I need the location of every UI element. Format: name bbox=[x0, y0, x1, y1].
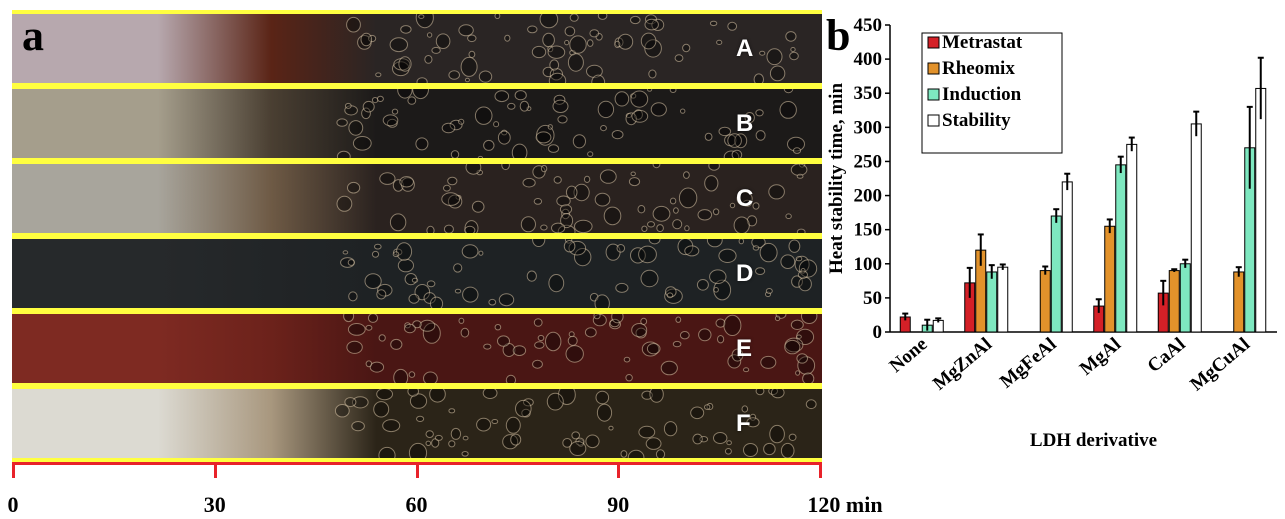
photo-strip: D bbox=[12, 239, 822, 308]
y-tick-label: 50 bbox=[863, 288, 882, 309]
heat-stability-chart: 0 50 100 150 200 250 300 350 400 450 Heat stabilit… bbox=[822, 0, 1285, 519]
y-tick-label: 450 bbox=[854, 15, 883, 36]
bar bbox=[1234, 272, 1244, 332]
bar bbox=[1180, 264, 1190, 332]
bar bbox=[1062, 182, 1072, 332]
time-tick-label: 60 bbox=[406, 492, 428, 518]
strip-stack: A B C D E F bbox=[12, 10, 822, 462]
bar bbox=[1105, 226, 1115, 332]
y-tick-label: 150 bbox=[854, 220, 883, 241]
x-tick-label: MgAl bbox=[1076, 334, 1125, 380]
strip-label: D bbox=[736, 260, 753, 288]
bubble-texture bbox=[12, 389, 822, 458]
panel-b-letter: b bbox=[826, 14, 850, 58]
time-tick-label: 90 bbox=[607, 492, 629, 518]
y-tick-label: 250 bbox=[854, 151, 883, 172]
bar bbox=[987, 272, 997, 332]
legend-label: Metrastat bbox=[942, 32, 1023, 53]
bubble-texture bbox=[12, 89, 822, 158]
y-axis-label: Heat stability time, min bbox=[826, 83, 847, 274]
bubble-texture bbox=[12, 239, 822, 308]
panel-a-letter: a bbox=[22, 14, 44, 58]
x-tick-label: None bbox=[886, 334, 932, 377]
y-tick-label: 300 bbox=[854, 117, 883, 138]
strip-label: C bbox=[736, 185, 753, 213]
bar bbox=[998, 267, 1008, 332]
bar bbox=[1191, 124, 1201, 332]
legend-swatch bbox=[928, 115, 939, 126]
legend-swatch bbox=[928, 37, 939, 48]
strip-label: F bbox=[736, 410, 751, 438]
photo-strip: E bbox=[12, 314, 822, 383]
y-tick-label: 400 bbox=[854, 49, 883, 70]
bar bbox=[1116, 165, 1126, 332]
time-tick bbox=[12, 462, 15, 478]
x-tick-label: MgFeAl bbox=[996, 334, 1060, 393]
strip-label: B bbox=[736, 110, 753, 138]
photo-strip: C bbox=[12, 164, 822, 233]
time-tick-label: 30 bbox=[204, 492, 226, 518]
legend-swatch bbox=[928, 63, 939, 74]
legend-swatch bbox=[928, 89, 939, 100]
bar bbox=[1051, 216, 1061, 332]
photo-strip: A bbox=[12, 14, 822, 83]
time-tick-label: 0 bbox=[8, 492, 19, 518]
y-tick-label: 350 bbox=[854, 83, 883, 104]
y-tick-label: 100 bbox=[854, 254, 883, 275]
x-tick-label: MgCuAl bbox=[1186, 334, 1254, 396]
legend-label: Rheomix bbox=[942, 58, 1015, 79]
bar bbox=[1256, 88, 1266, 332]
bubble-texture bbox=[12, 314, 822, 383]
time-tick bbox=[617, 462, 620, 478]
bar bbox=[1040, 271, 1050, 332]
photo-strip: B bbox=[12, 89, 822, 158]
bubble-texture bbox=[12, 164, 822, 233]
time-axis: 0 30 60 90 120 min bbox=[12, 462, 822, 519]
bar bbox=[1127, 144, 1137, 332]
strip-label: E bbox=[736, 335, 752, 363]
legend-label: Stability bbox=[942, 110, 1011, 131]
photo-strip: F bbox=[12, 389, 822, 458]
y-tick-label: 0 bbox=[873, 322, 883, 343]
time-tick bbox=[416, 462, 419, 478]
x-axis-label: LDH derivative bbox=[1030, 430, 1157, 451]
strip-label: A bbox=[736, 35, 753, 63]
bubble-texture bbox=[12, 14, 822, 83]
x-tick-label: MgZnAl bbox=[929, 334, 996, 395]
legend-label: Induction bbox=[942, 84, 1022, 105]
x-tick-label: CaAl bbox=[1144, 334, 1190, 377]
y-tick-label: 200 bbox=[854, 186, 883, 207]
bar bbox=[1169, 271, 1179, 332]
panel-b-bar-chart: 0 50 100 150 200 250 300 350 400 450 Heat stabilit… bbox=[822, 0, 1285, 519]
time-tick bbox=[214, 462, 217, 478]
